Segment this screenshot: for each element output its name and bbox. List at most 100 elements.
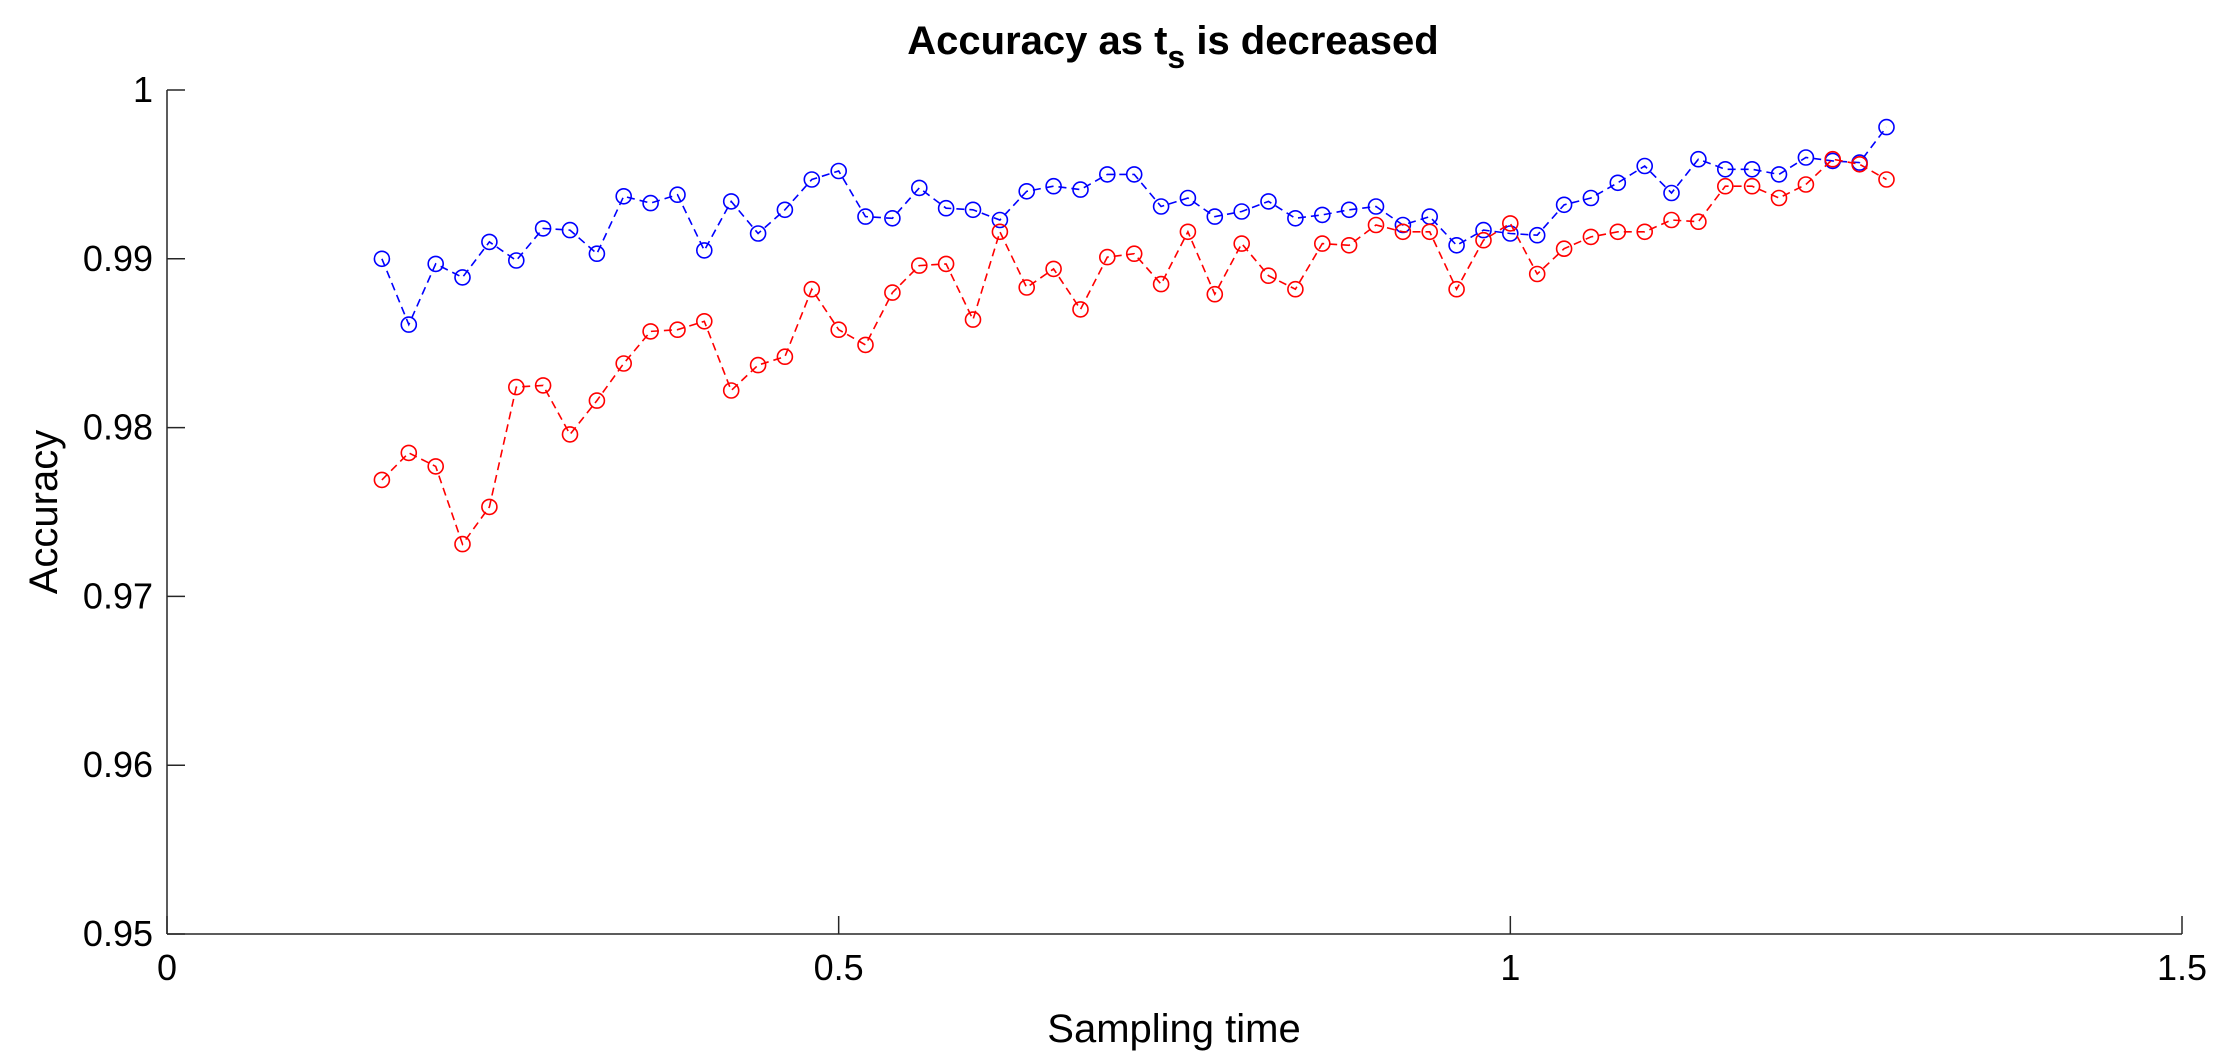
chart-title-main: Accuracy as t	[907, 19, 1167, 63]
data-point	[1314, 235, 1331, 252]
data-point	[884, 284, 901, 301]
data-point	[1475, 221, 1492, 239]
data-point	[1770, 189, 1788, 207]
data-point	[1340, 237, 1358, 254]
y-tick-label: 1	[133, 69, 153, 110]
data-point	[588, 245, 606, 262]
series-line	[381, 126, 1888, 327]
data-point	[1260, 193, 1277, 210]
data-point	[534, 220, 552, 237]
data-point	[964, 311, 982, 328]
y-tick-label: 0.97	[83, 575, 153, 616]
data-point	[1663, 211, 1680, 229]
y-axis-title: Accuracy	[22, 430, 66, 595]
data-point	[373, 471, 391, 489]
data-point	[1690, 213, 1707, 230]
y-tick-label: 0.99	[83, 238, 153, 279]
series-1	[373, 118, 1895, 333]
data-point	[1582, 189, 1600, 207]
data-point	[1287, 280, 1304, 298]
data-point	[1045, 260, 1062, 278]
data-point	[1502, 215, 1519, 232]
series-2	[373, 150, 1895, 553]
data-point	[1717, 177, 1734, 195]
data-point	[1367, 198, 1385, 215]
data-point	[884, 210, 901, 227]
data-point	[1018, 279, 1035, 296]
data-point	[1018, 183, 1035, 200]
data-point	[910, 257, 928, 274]
data-point	[1502, 225, 1519, 242]
data-point	[722, 382, 740, 399]
data-point	[1287, 210, 1304, 227]
data-point	[1743, 177, 1761, 195]
data-point	[776, 348, 794, 366]
data-point	[1179, 189, 1197, 207]
data-point	[749, 356, 767, 374]
data-point	[830, 321, 848, 339]
data-point	[1045, 177, 1062, 195]
data-point	[454, 535, 471, 553]
data-point	[857, 336, 874, 354]
data-point	[669, 321, 686, 339]
x-tick-label: 0	[157, 947, 177, 988]
data-point	[1690, 150, 1707, 168]
data-point	[507, 378, 525, 396]
data-point	[695, 312, 713, 330]
data-point	[857, 208, 874, 225]
data-point	[1072, 301, 1089, 318]
data-point	[1797, 149, 1815, 166]
chart-title: Accuracy as ts is decreased	[907, 19, 1438, 75]
data-point	[1878, 118, 1895, 136]
data-point	[400, 316, 418, 333]
x-tick-label: 1	[1500, 947, 1520, 988]
data-point	[1717, 161, 1734, 178]
data-point	[481, 498, 498, 516]
data-point	[1260, 267, 1277, 285]
data-point	[427, 255, 445, 273]
data-point	[454, 269, 471, 286]
data-point	[427, 458, 445, 475]
y-tick-label: 0.95	[83, 913, 153, 954]
y-ticks: 0.95 0.96 0.97 0.98 0.99 1	[83, 69, 185, 954]
data-point	[803, 280, 821, 298]
x-ticks: 0 0.5 1 1.5	[157, 916, 2207, 988]
data-point	[481, 233, 498, 251]
data-point	[1206, 208, 1224, 225]
data-point	[1528, 226, 1546, 244]
data-point	[1448, 280, 1465, 298]
data-point	[1421, 223, 1438, 241]
data-point	[1125, 166, 1143, 183]
data-point	[830, 162, 848, 180]
data-point	[1851, 156, 1868, 173]
series-layer	[373, 118, 1895, 553]
data-point	[937, 255, 955, 273]
data-point	[1609, 223, 1627, 241]
data-point	[1555, 196, 1573, 214]
data-point	[615, 355, 633, 372]
data-point	[534, 377, 552, 394]
data-point	[1663, 184, 1680, 202]
data-point	[722, 193, 740, 210]
data-point	[1179, 223, 1197, 241]
data-point	[1340, 201, 1358, 219]
data-point	[695, 242, 713, 259]
chart-title-subscript: s	[1167, 39, 1185, 75]
data-point	[910, 179, 928, 197]
data-point	[803, 171, 821, 188]
data-point	[1314, 206, 1331, 224]
data-point	[749, 225, 767, 242]
data-point	[1448, 237, 1465, 254]
data-point	[1233, 235, 1250, 252]
x-axis-title: Sampling time	[1047, 1007, 1300, 1051]
data-point	[1394, 223, 1412, 241]
data-point	[1743, 161, 1761, 178]
data-point	[1878, 171, 1895, 188]
data-point	[507, 252, 525, 269]
data-point	[1475, 231, 1492, 249]
data-point	[964, 201, 982, 219]
data-point	[1824, 150, 1841, 168]
data-point	[1072, 181, 1089, 198]
series-line	[381, 158, 1887, 546]
data-point	[1152, 275, 1170, 293]
